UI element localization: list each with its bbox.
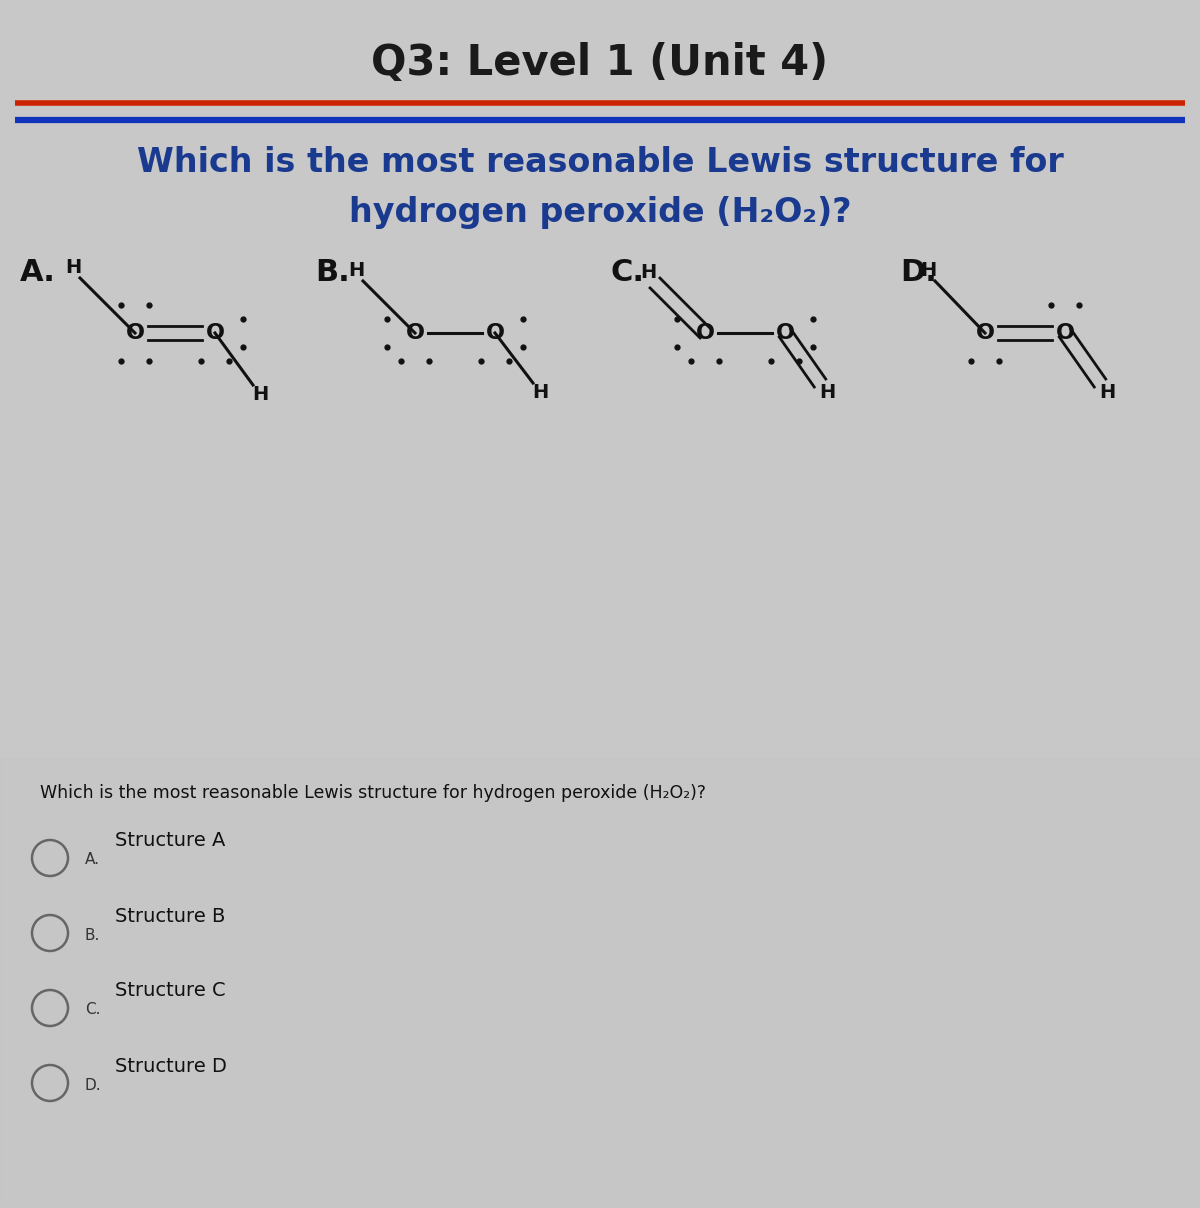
- Text: O: O: [205, 323, 224, 343]
- Text: A.: A.: [85, 853, 100, 867]
- Text: Which is the most reasonable Lewis structure for: Which is the most reasonable Lewis struc…: [137, 146, 1063, 180]
- Text: H: H: [818, 383, 835, 402]
- Text: H: H: [640, 263, 656, 283]
- Text: Structure C: Structure C: [115, 981, 226, 1000]
- Text: D.: D.: [900, 259, 937, 288]
- Text: Which is the most reasonable Lewis structure for hydrogen peroxide (H₂O₂)?: Which is the most reasonable Lewis struc…: [40, 784, 706, 802]
- Text: H: H: [348, 261, 364, 280]
- Text: O: O: [976, 323, 995, 343]
- Text: O: O: [126, 323, 144, 343]
- Text: O: O: [696, 323, 714, 343]
- Text: Structure A: Structure A: [115, 831, 226, 850]
- Text: D.: D.: [85, 1078, 102, 1092]
- Text: C.: C.: [610, 259, 644, 288]
- Text: Structure D: Structure D: [115, 1057, 227, 1075]
- Text: H: H: [532, 383, 548, 402]
- Text: O: O: [1056, 323, 1074, 343]
- Text: C.: C.: [85, 1003, 101, 1017]
- Text: H: H: [252, 385, 268, 405]
- Text: H: H: [920, 261, 936, 280]
- Text: B.: B.: [85, 928, 101, 942]
- Text: O: O: [775, 323, 794, 343]
- Text: O: O: [486, 323, 504, 343]
- Text: Q3: Level 1 (Unit 4): Q3: Level 1 (Unit 4): [372, 42, 828, 85]
- Text: A.: A.: [20, 259, 56, 288]
- Text: B.: B.: [314, 259, 349, 288]
- Text: O: O: [406, 323, 425, 343]
- Text: H: H: [65, 259, 82, 278]
- Text: Structure B: Structure B: [115, 906, 226, 925]
- Text: H: H: [1099, 383, 1115, 402]
- Text: hydrogen peroxide (H₂O₂)?: hydrogen peroxide (H₂O₂)?: [349, 197, 851, 230]
